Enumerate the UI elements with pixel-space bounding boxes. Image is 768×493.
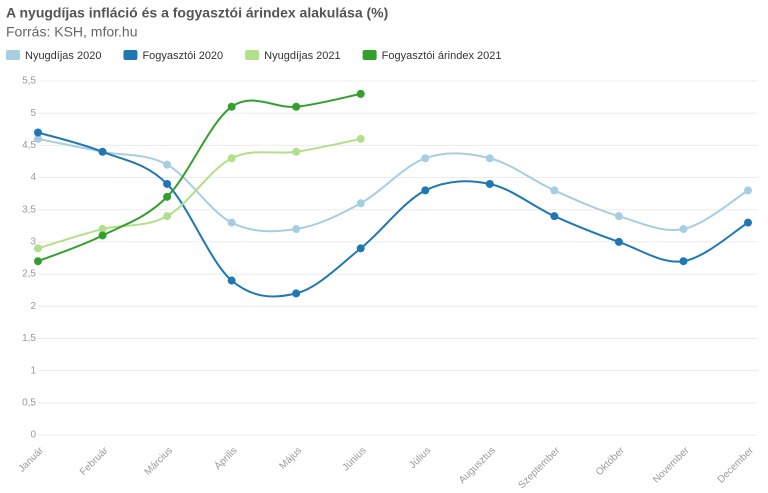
series-line (37, 137, 749, 233)
data-point (485, 154, 494, 163)
x-tick-label: December (716, 445, 757, 486)
data-point (98, 231, 107, 240)
x-tick-label: November (651, 445, 692, 486)
data-point (163, 192, 172, 201)
data-point (292, 102, 301, 111)
y-tick-label: 5 (30, 108, 36, 119)
data-point (550, 186, 559, 195)
data-point (679, 257, 688, 266)
legend-swatch (123, 50, 138, 60)
x-tick-label: Január (17, 445, 47, 475)
series-line (37, 137, 361, 250)
y-tick-label: 2 (30, 301, 36, 312)
data-point (614, 237, 623, 246)
y-tick-label: 3,5 (22, 204, 36, 215)
legend-label: Nyugdíjas 2021 (264, 50, 340, 62)
data-point (550, 212, 559, 221)
data-point (34, 134, 42, 143)
chart-subtitle: Forrás: KSH, mfor.hu (6, 24, 137, 40)
data-point (744, 218, 752, 227)
y-tick-label: 3 (30, 237, 36, 248)
data-point (356, 244, 365, 253)
x-tick-label: Május (278, 445, 305, 472)
data-point (356, 134, 365, 143)
data-point (356, 199, 365, 208)
y-tick-label: 1 (30, 365, 36, 376)
data-point (292, 289, 301, 298)
data-point (34, 257, 42, 266)
data-point (614, 212, 623, 221)
data-point (34, 128, 42, 137)
x-tick-label: Július (407, 445, 433, 471)
y-tick-label: 4 (30, 172, 36, 183)
legend-swatch (6, 50, 20, 60)
data-point (292, 147, 301, 156)
data-point (679, 225, 688, 234)
x-tick-label: Február (78, 445, 111, 478)
x-tick-label: Június (340, 445, 368, 473)
y-tick-label: 0 (30, 430, 36, 441)
data-point (227, 102, 236, 111)
data-point (227, 154, 236, 163)
legend-label: Nyugdíjas 2020 (25, 50, 101, 62)
data-point (356, 89, 365, 98)
data-point (98, 147, 107, 156)
data-point (163, 179, 172, 188)
data-point (292, 225, 301, 234)
data-point (163, 212, 172, 221)
data-point (744, 186, 752, 195)
data-point (227, 218, 236, 227)
chart-title: A nyugdíjas infláció és a fogyasztói ári… (6, 5, 388, 21)
x-tick-label: Április (211, 444, 239, 472)
y-tick-label: 1,5 (22, 333, 36, 344)
x-tick-label: Október (594, 445, 627, 478)
data-point (227, 276, 236, 285)
legend-label: Fogyasztói 2020 (142, 50, 223, 62)
data-point (421, 186, 430, 195)
legend-label: Fogyasztói árindex 2021 (382, 50, 502, 62)
legend-swatch (362, 50, 377, 60)
data-point (34, 244, 42, 253)
x-tick-label: Március (143, 445, 176, 478)
x-tick-label: Szeptember (516, 445, 562, 488)
y-tick-label: 5,5 (22, 76, 36, 87)
y-tick-label: 2,5 (22, 269, 36, 280)
y-tick-label: 0,5 (22, 397, 36, 408)
data-point (163, 160, 172, 169)
legend-swatch (245, 50, 260, 60)
x-tick-label: Augusztus (457, 445, 498, 486)
data-point (421, 154, 430, 163)
y-tick-label: 4,5 (22, 140, 36, 151)
data-point (98, 225, 107, 234)
data-point (485, 179, 494, 188)
